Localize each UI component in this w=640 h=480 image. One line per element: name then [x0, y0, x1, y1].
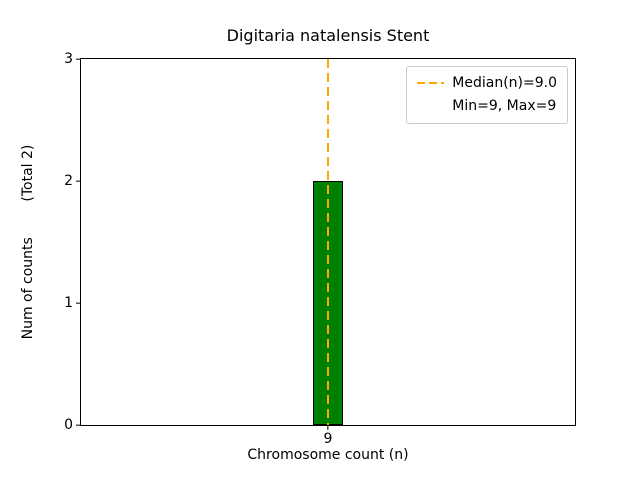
- chart-title: Digitaria natalensis Stent: [226, 26, 430, 45]
- y-tick-label: 2: [64, 173, 73, 189]
- x-tick-label: 9: [323, 431, 333, 447]
- y-tick-mark: [76, 424, 81, 426]
- x-axis-label: Chromosome count (n): [247, 447, 409, 463]
- legend: Median(n)=9.0 Min=9, Max=9: [406, 66, 568, 124]
- legend-item-minmax: Min=9, Max=9: [417, 98, 557, 115]
- y-tick-mark: [76, 180, 81, 182]
- y-tick-mark: [76, 58, 81, 60]
- median-line: [327, 59, 329, 425]
- plot-area: Median(n)=9.0 Min=9, Max=9 0 1 2 3 9: [64, 52, 576, 446]
- legend-label-median: Median(n)=9.0: [452, 75, 557, 91]
- legend-sample-empty: [417, 105, 444, 107]
- x-tick-mark: [327, 425, 329, 430]
- y-axis-label: Num of counts (Total 2): [20, 144, 36, 340]
- y-tick-label: 1: [64, 295, 73, 311]
- y-tick-label: 0: [64, 417, 73, 433]
- y-tick-label: 3: [64, 51, 73, 67]
- legend-sample-median-dashed-line: [417, 82, 445, 85]
- legend-label-minmax: Min=9, Max=9: [452, 97, 557, 114]
- legend-item-median: Median(n)=9.0: [417, 75, 557, 92]
- y-tick-mark: [76, 302, 81, 304]
